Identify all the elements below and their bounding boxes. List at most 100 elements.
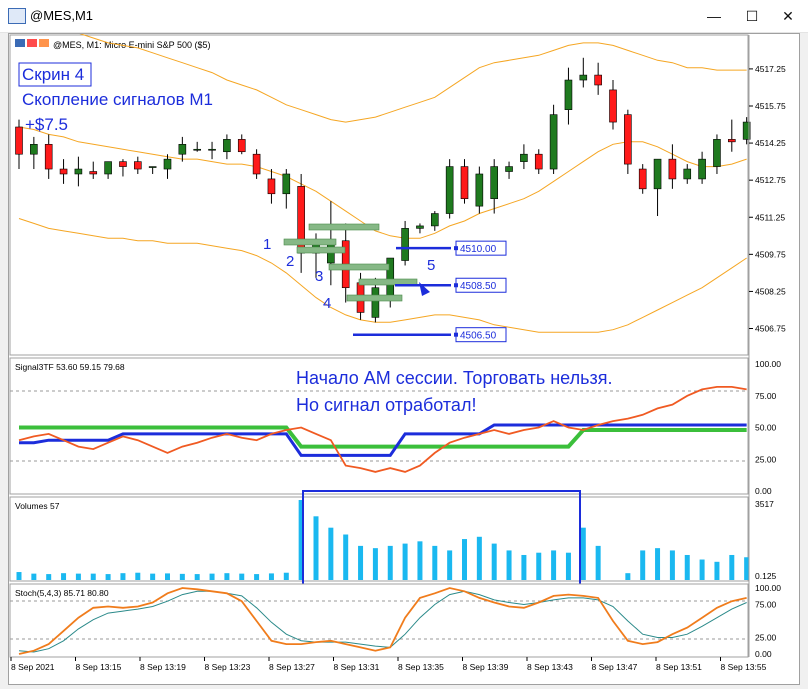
chart-tool-icon[interactable]: [27, 39, 37, 47]
bear-candle: [119, 161, 127, 167]
bull-candle: [653, 158, 662, 190]
annotation-profit: +$7.5: [25, 115, 68, 134]
volume-bar: [343, 534, 349, 580]
volume-bar: [551, 550, 557, 580]
volume-bar: [580, 527, 586, 580]
volume-bar: [595, 545, 601, 580]
time-axis[interactable]: 8 Sep 2021 8 Sep 13:15 8 Sep 13:19 8 Sep 13…: [10, 656, 767, 672]
bear-candle: [59, 168, 68, 175]
volume-bar: [506, 550, 512, 580]
stoch-signal-line: [18, 590, 747, 653]
time-axis-label: 8 Sep 13:27: [269, 662, 315, 672]
volume-bar: [165, 573, 170, 580]
volume-bar: [625, 573, 631, 580]
annotation-title-box: [18, 62, 92, 87]
chart-tool-icon[interactable]: [39, 39, 49, 47]
volume-bar: [476, 536, 482, 580]
bull-candle: [520, 153, 528, 162]
volume-bar: [268, 573, 274, 580]
bear-candle: [15, 126, 23, 155]
time-axis-label: 8 Sep 2021: [11, 662, 55, 672]
bull-candle: [74, 168, 83, 175]
volume-bar: [61, 573, 67, 580]
annotation-title: Скрин 4: [22, 65, 84, 84]
volume-pane-border: [9, 496, 749, 582]
signal-indicator-label: Signal3TF 53.60 59.15 79.68: [15, 362, 125, 372]
bear-candle: [668, 158, 677, 180]
volume-bar: [135, 572, 141, 580]
volume-pane[interactable]: Volumes 57: [9, 490, 750, 588]
volume-bar: [447, 550, 453, 580]
time-axis-label: 8 Sep 13:51: [656, 662, 702, 672]
signal-number-1: 1: [263, 236, 271, 253]
price-axis-label: 4514.25: [755, 138, 786, 148]
chart-frame[interactable]: @MES, M1: Micro E-mini S&P 500 ($5) 4510…: [8, 12, 800, 685]
price-level-label: 4506.50: [460, 331, 497, 342]
signal-blue-line: [19, 423, 747, 457]
stoch-pane-border: [9, 583, 749, 658]
volume-bar: [402, 543, 408, 580]
bull-candle: [371, 287, 380, 318]
maximize-button[interactable]: ☐: [745, 8, 759, 24]
volume-bar: [283, 572, 289, 580]
volume-bar: [699, 559, 705, 580]
time-axis-label: 8 Sep 13:15: [76, 662, 122, 672]
volume-bar: [417, 541, 423, 580]
signal-axis-label: 75.00: [755, 391, 777, 401]
volume-bar: [372, 548, 378, 580]
signal-pane[interactable]: Signal3TF 53.60 59.15 79.68 Начало АМ се…: [9, 357, 749, 495]
volume-bar: [358, 545, 364, 580]
volume-bar: [16, 572, 22, 580]
stoch-axis-label: 75.00: [755, 600, 777, 610]
bull-candle: [430, 213, 439, 227]
bear-candle: [594, 74, 602, 86]
time-axis-label: 8 Sep 13:35: [398, 662, 444, 672]
volume-bar: [640, 550, 646, 580]
window-titlebar: @MES,M1 — ☐ ✕: [0, 0, 808, 33]
close-button[interactable]: ✕: [782, 8, 794, 24]
volume-bar: [462, 539, 467, 580]
price-axis-label: 4509.75: [755, 249, 786, 259]
chart-tool-icon[interactable]: [15, 39, 25, 47]
bull-candle: [549, 114, 558, 170]
pane-toolbar-icons: [15, 39, 49, 47]
volume-bar: [328, 527, 334, 580]
price-level-anchor: [454, 332, 458, 337]
minimize-button[interactable]: —: [707, 8, 721, 24]
volume-bar: [521, 554, 527, 580]
volume-bar: [224, 573, 230, 580]
price-axis[interactable]: 4517.25 4515.75 4514.25 4512.75 4511.25 4509.…: [748, 35, 786, 659]
volume-bar: [714, 561, 720, 580]
bull-candle: [475, 173, 484, 207]
price-level-anchor: [454, 246, 458, 251]
stoch-main-line: [18, 587, 747, 655]
signal-axis-label: 25.00: [755, 454, 777, 464]
price-axis-label: 4508.25: [755, 286, 786, 296]
bull-candle: [713, 139, 721, 167]
chart-svg[interactable]: @MES, M1: Micro E-mini S&P 500 ($5) 4510…: [9, 12, 799, 684]
bull-candle: [490, 166, 499, 200]
volume-bar: [669, 550, 675, 580]
volume-bar: [565, 552, 571, 580]
signal-green-line: [19, 425, 747, 449]
bull-candle: [445, 166, 454, 214]
stoch-pane[interactable]: Stoch(5,4,3) 85.71 80.80: [9, 583, 749, 658]
volume-bar: [150, 573, 156, 580]
bear-candle: [638, 168, 647, 190]
volume-indicator-label: Volumes 57: [15, 501, 60, 511]
signal-axis-label: 100.00: [755, 359, 781, 369]
volume-bar: [684, 554, 690, 580]
price-axis-label: 4506.75: [755, 324, 786, 334]
time-axis-label: 8 Sep 13:47: [592, 662, 638, 672]
time-axis-label: 8 Sep 13:39: [463, 662, 509, 672]
time-axis-label: 8 Sep 13:55: [721, 662, 767, 672]
bull-candle: [282, 173, 291, 195]
volume-bar: [46, 574, 52, 580]
volume-bar: [387, 545, 393, 580]
price-pane[interactable]: @MES, M1: Micro E-mini S&P 500 ($5) 4510…: [9, 12, 751, 356]
bear-candle: [727, 139, 736, 143]
price-axis-label: 4517.25: [755, 64, 786, 74]
bear-candle: [44, 144, 53, 170]
bull-candle: [163, 158, 172, 170]
time-axis-label: 8 Sep 13:23: [205, 662, 251, 672]
